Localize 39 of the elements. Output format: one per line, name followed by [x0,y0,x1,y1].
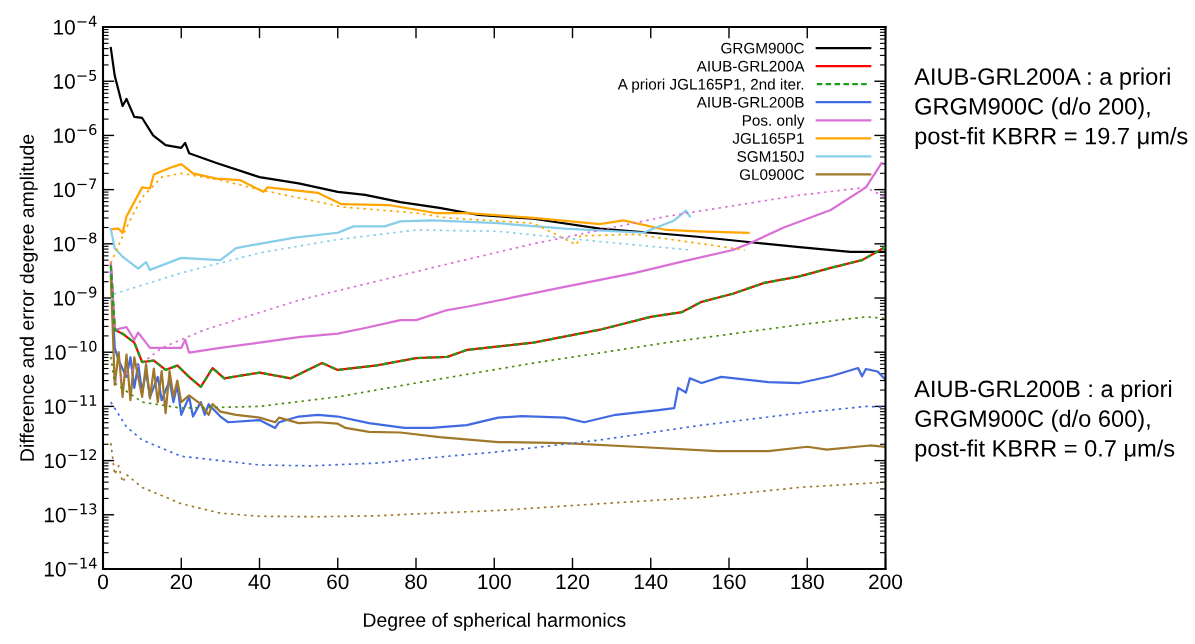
y-tick-label: 10$^{−12}$ [44,449,97,469]
y-tick-label: 10$^{−10}$ [44,340,97,360]
x-tick-label: 20 [170,574,193,590]
legend-label: Pos. only [742,114,805,129]
x-tick-label: 60 [327,574,349,590]
legend-label: AIUB-GRL200B [696,96,804,108]
y-tick-label: 10$^{−8}$ [54,232,97,252]
y-tick-label: 10$^{−9}$ [54,286,97,306]
x-tick-label: 140 [634,574,668,590]
y-tick-label: 10$^{−6}$ [54,124,97,144]
y-tick-label: 10$^{−4}$ [54,15,97,35]
y-tick-label: 10$^{−7}$ [54,178,97,198]
legend-label: SGM150J [737,151,804,162]
text: AIUB-GRL200A : a priori GRGM900C (d/o 200), post-fit KBRR = 19.7 μm/s [914,67,1188,150]
line-series [109,229,691,302]
x-tick-label: 160 [713,574,746,590]
line-series [109,442,886,518]
text: AIUB-GRL200B : a priori GRGM900C (d/o 600), post-fit KBRR = 0.7 μm/s [914,379,1175,462]
x-tick-label: 80 [405,574,427,590]
y-tick-label: 10$^{−5}$ [54,70,97,89]
y-tick-label: 10$^{−14}$ [44,557,97,577]
y-axis-title: Difference and error degree amplitude [19,134,38,461]
legend-label: AIUB-GRL200A [696,60,805,72]
x-tick-label: 100 [478,574,511,590]
line-series [109,245,886,388]
line-series [109,315,886,409]
y-tick-label: 10$^{−11}$ [44,395,97,415]
x-tick-label: 180 [791,574,824,590]
legend-label: A priori JGL165P1, 2nd iter. [617,78,804,93]
x-tick-label: 0 [98,574,108,590]
x-tick-label: 120 [556,574,590,590]
legend-label: GRGM900C [721,42,804,54]
legend-label: JGL165P1 [732,133,804,144]
legend-label: GL0900C [739,169,804,180]
line-series [109,209,691,272]
x-axis-title: Degree of spherical harmonics [364,612,626,631]
x-tick-label: 200 [869,574,903,590]
y-tick-label: 10$^{−13}$ [44,503,97,523]
x-tick-label: 40 [248,574,271,590]
